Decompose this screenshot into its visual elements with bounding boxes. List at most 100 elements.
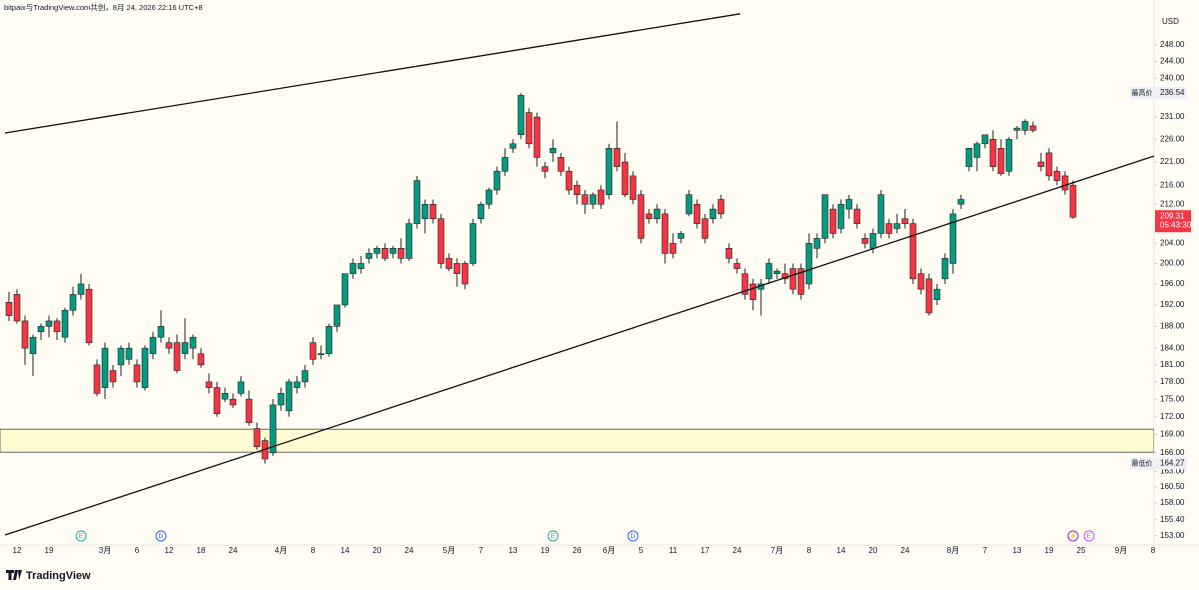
candle-body [237, 381, 245, 394]
candle-body [125, 347, 133, 360]
candle-body [29, 336, 37, 355]
candle-body [709, 208, 717, 220]
y-tick-label: 166.00 [1160, 448, 1185, 457]
candle-body [325, 326, 333, 355]
candle-body [317, 353, 325, 356]
candle-body [149, 336, 157, 355]
zone [0, 428, 1154, 453]
x-tick-label: 25 [1077, 546, 1086, 555]
candle-body [829, 208, 837, 234]
x-tick-label: 8 [311, 546, 316, 555]
x-tick-label: 3月 [99, 546, 111, 555]
x-tick-label: 19 [45, 546, 54, 555]
x-tick-label: 24 [405, 546, 414, 555]
candle-body [573, 184, 581, 196]
candle-body [477, 203, 485, 220]
event-marker [1083, 530, 1095, 542]
y-tick-label: 184.00 [1160, 343, 1185, 352]
candle-body [349, 263, 357, 274]
x-tick-label: 12 [165, 546, 174, 555]
candle-body [269, 404, 277, 454]
candle-body [605, 148, 613, 196]
candle-body [773, 270, 781, 274]
candle-body [277, 393, 285, 406]
candle-body [285, 381, 293, 412]
event-marker [547, 530, 559, 542]
candle-body [333, 304, 341, 327]
candle-body [45, 320, 53, 327]
x-tick-label: 26 [573, 546, 582, 555]
candle-body [117, 347, 125, 366]
y-tick-label: 196.00 [1160, 279, 1185, 288]
candle-body [1045, 152, 1053, 177]
x-tick-label: 8 [807, 546, 812, 555]
candle-body [789, 268, 797, 290]
candle-body [637, 194, 645, 239]
y-tick-label: 188.00 [1160, 321, 1185, 330]
candle-body [821, 194, 829, 239]
brand: TradingView [26, 570, 91, 582]
marker-price: 164.27 [1160, 459, 1185, 468]
candle-body [221, 393, 229, 400]
x-tick-label: 24 [733, 546, 742, 555]
candle-body [405, 223, 413, 259]
candle-body [381, 248, 389, 259]
candle-body [893, 223, 901, 229]
y-tick-label: 160.50 [1160, 482, 1185, 491]
candle-body [557, 157, 565, 172]
marker-tag [1130, 86, 1154, 99]
candle-body [909, 223, 917, 280]
candle-body [485, 189, 493, 205]
x-tick-label: 24 [229, 546, 238, 555]
candle-body [661, 213, 669, 254]
candle-body [421, 203, 429, 220]
candle-body [365, 253, 373, 259]
candle-body [597, 189, 605, 205]
event-marker [1067, 530, 1079, 542]
candle-body [21, 320, 29, 349]
x-tick-label: 20 [869, 546, 878, 555]
candle-body [989, 138, 997, 167]
candle-body [653, 208, 661, 220]
candle-body [885, 223, 893, 234]
candle-body [1029, 125, 1037, 131]
y-tick-label: 192.00 [1160, 300, 1185, 309]
x-tick-label: 24 [901, 546, 910, 555]
candle-body [589, 194, 597, 205]
x-tick-label: 7月 [771, 546, 783, 555]
candle-body [453, 263, 461, 274]
countdown: 05:43:30 [1160, 220, 1192, 229]
candle-body [189, 336, 197, 349]
candle-body [669, 243, 677, 254]
candle-body [901, 218, 909, 224]
y-tick-label: 216.00 [1160, 180, 1185, 189]
x-tick-label: 9月 [1115, 546, 1127, 555]
candle-body [85, 288, 93, 343]
x-tick-label: 13 [509, 546, 518, 555]
candle-body [413, 180, 421, 224]
candle-body [445, 258, 453, 269]
y-tick-label: 248.00 [1160, 40, 1185, 49]
candle-body [1061, 175, 1069, 191]
x-tick-label: 5 [639, 546, 644, 555]
candle-body [61, 309, 69, 338]
y-tick-label: 200.00 [1160, 259, 1185, 268]
marker-price-box [1155, 86, 1187, 99]
candle-body [861, 238, 869, 244]
x-tick-label: 20 [373, 546, 382, 555]
candle-body [925, 278, 933, 314]
candle-body [461, 263, 469, 285]
event-label: D [631, 533, 636, 540]
candle-body [13, 294, 21, 322]
candle-body [101, 347, 109, 388]
candle-body [141, 347, 149, 388]
candle-body [501, 157, 509, 172]
y-tick-label: 169.00 [1160, 430, 1185, 439]
x-tick-label: 7 [983, 546, 988, 555]
candle-body [869, 233, 877, 249]
x-tick-label: 11 [669, 546, 678, 555]
x-tick-label: 4月 [275, 546, 287, 555]
